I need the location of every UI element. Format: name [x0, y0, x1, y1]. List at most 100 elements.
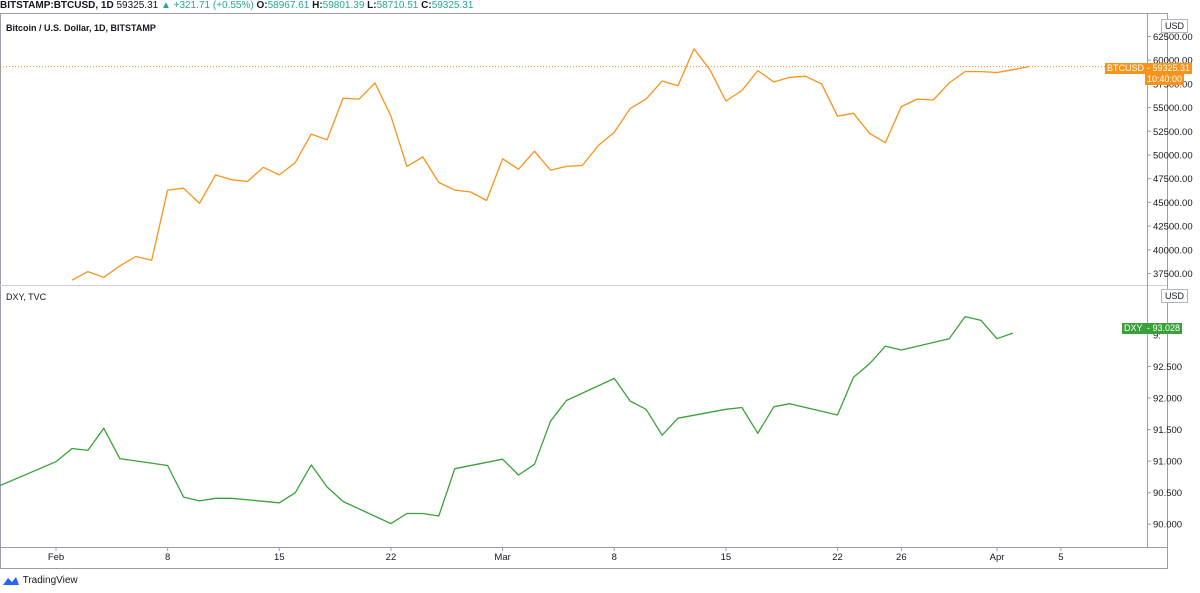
time-tick-label: Apr — [990, 552, 1005, 563]
btc-series-tag: BTCUSD — [1105, 63, 1147, 74]
btc-data-point — [310, 133, 312, 135]
btc-last-time-tag: 10:40:00 — [1145, 74, 1185, 85]
dxy-data-point — [87, 449, 89, 451]
btc-data-point — [693, 48, 695, 50]
close-label: C: — [421, 0, 432, 11]
dxy-data-point — [294, 492, 296, 494]
dxy-data-point — [422, 512, 424, 514]
btc-currency-button[interactable]: USD — [1161, 19, 1189, 33]
btc-data-point — [71, 279, 73, 281]
dxy-data-point — [868, 363, 870, 365]
dxy-data-point — [454, 468, 456, 470]
btc-last-price: 59325.31 — [1152, 63, 1191, 73]
btc-data-point — [804, 75, 806, 77]
dxy-data-point — [214, 497, 216, 499]
btc-data-point — [390, 115, 392, 117]
btc-ytick-label: 45000.00 — [1153, 198, 1193, 209]
btc-ytick-label: 60000.00 — [1153, 56, 1193, 67]
btc-ytick-label: 50000.00 — [1153, 151, 1193, 162]
time-tick-label: 8 — [165, 552, 170, 563]
time-tick-label: 5 — [1058, 552, 1063, 563]
dxy-data-point — [166, 464, 168, 466]
high-value: 59801.39 — [322, 0, 365, 11]
btc-ytick-label: 42500.00 — [1153, 222, 1193, 233]
btc-data-point — [1012, 69, 1014, 71]
btc-data-point — [757, 69, 759, 71]
last-price: 59325.31 — [116, 0, 159, 11]
dxy-data-point — [517, 474, 519, 476]
dxy-data-point — [613, 377, 615, 379]
dxy-ytick-label: 90.500 — [1153, 488, 1182, 499]
high-label: H: — [312, 0, 323, 11]
btc-data-point — [549, 169, 551, 171]
dxy-data-point — [390, 522, 392, 524]
dxy-last-value: 93.028 — [1152, 323, 1181, 333]
dxy-data-point — [71, 447, 73, 449]
btc-data-point — [470, 191, 472, 193]
btc-data-point — [119, 265, 121, 267]
btc-data-point — [517, 168, 519, 170]
dxy-data-point — [342, 500, 344, 502]
btc-data-point — [501, 158, 503, 160]
dxy-series-line[interactable] — [0, 315, 1014, 525]
dxy-last-value-tag: - 93.028 — [1145, 323, 1183, 334]
btc-ytick-label: 55000.00 — [1153, 103, 1193, 114]
dxy-pane-title: DXY, TVC — [6, 292, 47, 302]
dxy-data-point — [119, 457, 121, 459]
dxy-data-point — [725, 408, 727, 410]
dxy-data-point — [1012, 332, 1014, 334]
btc-data-point — [741, 89, 743, 91]
dxy-ytick-label: 91.000 — [1153, 457, 1182, 468]
btc-data-point — [533, 150, 535, 152]
btc-data-point — [581, 164, 583, 166]
btc-data-point — [948, 82, 950, 84]
time-tick-label: 15 — [721, 552, 732, 563]
tradingview-cloud-icon — [3, 577, 19, 585]
btc-data-point — [422, 156, 424, 158]
dxy-data-point — [741, 406, 743, 408]
btc-series-line[interactable] — [71, 48, 1030, 281]
btc-data-point — [166, 189, 168, 191]
symbol-name[interactable]: BITSTAMP:BTCUSD, 1D — [0, 0, 114, 11]
tradingview-logo[interactable]: TradingView — [2, 575, 78, 586]
btc-data-point — [773, 81, 775, 83]
btc-data-point — [374, 82, 376, 84]
low-label: L: — [367, 0, 377, 11]
btc-data-point — [230, 179, 232, 181]
dxy-series-tag: DXY — [1122, 323, 1145, 334]
btc-data-point — [789, 76, 791, 78]
price-change: ▲ +321.71 (+0.55%) — [160, 0, 254, 11]
btc-ytick-label: 52500.00 — [1153, 127, 1193, 138]
btc-last-price-tag: - 59325.31 — [1145, 63, 1193, 74]
dxy-data-point — [533, 463, 535, 465]
btc-data-point — [151, 259, 153, 261]
dxy-ytick-label: 90.000 — [1153, 520, 1182, 531]
btc-data-point — [135, 255, 137, 257]
dxy-data-point — [836, 414, 838, 416]
dxy-currency-button[interactable]: USD — [1161, 289, 1189, 303]
dxy-data-point — [310, 464, 312, 466]
btc-data-point — [342, 97, 344, 99]
dxy-data-point — [406, 512, 408, 514]
dxy-ytick-label-partial: 9: — [1153, 330, 1161, 341]
dxy-data-point — [230, 497, 232, 499]
btc-data-point — [597, 144, 599, 146]
btc-data-point — [182, 187, 184, 189]
btc-data-point — [358, 98, 360, 100]
dxy-ytick-label: 92.500 — [1153, 362, 1182, 373]
btc-data-point — [246, 180, 248, 182]
btc-data-point — [278, 174, 280, 176]
dxy-data-point — [773, 406, 775, 408]
time-tick-label: Mar — [494, 552, 510, 563]
btc-data-point — [661, 80, 663, 82]
dxy-data-point — [980, 319, 982, 321]
btc-data-point — [868, 132, 870, 134]
btc-data-point — [485, 199, 487, 201]
time-tick-label: 22 — [832, 552, 843, 563]
dxy-data-point — [198, 500, 200, 502]
btc-data-point — [262, 166, 264, 168]
btc-data-point — [214, 174, 216, 176]
btc-data-point — [836, 115, 838, 117]
close-value: 59325.31 — [431, 0, 474, 11]
